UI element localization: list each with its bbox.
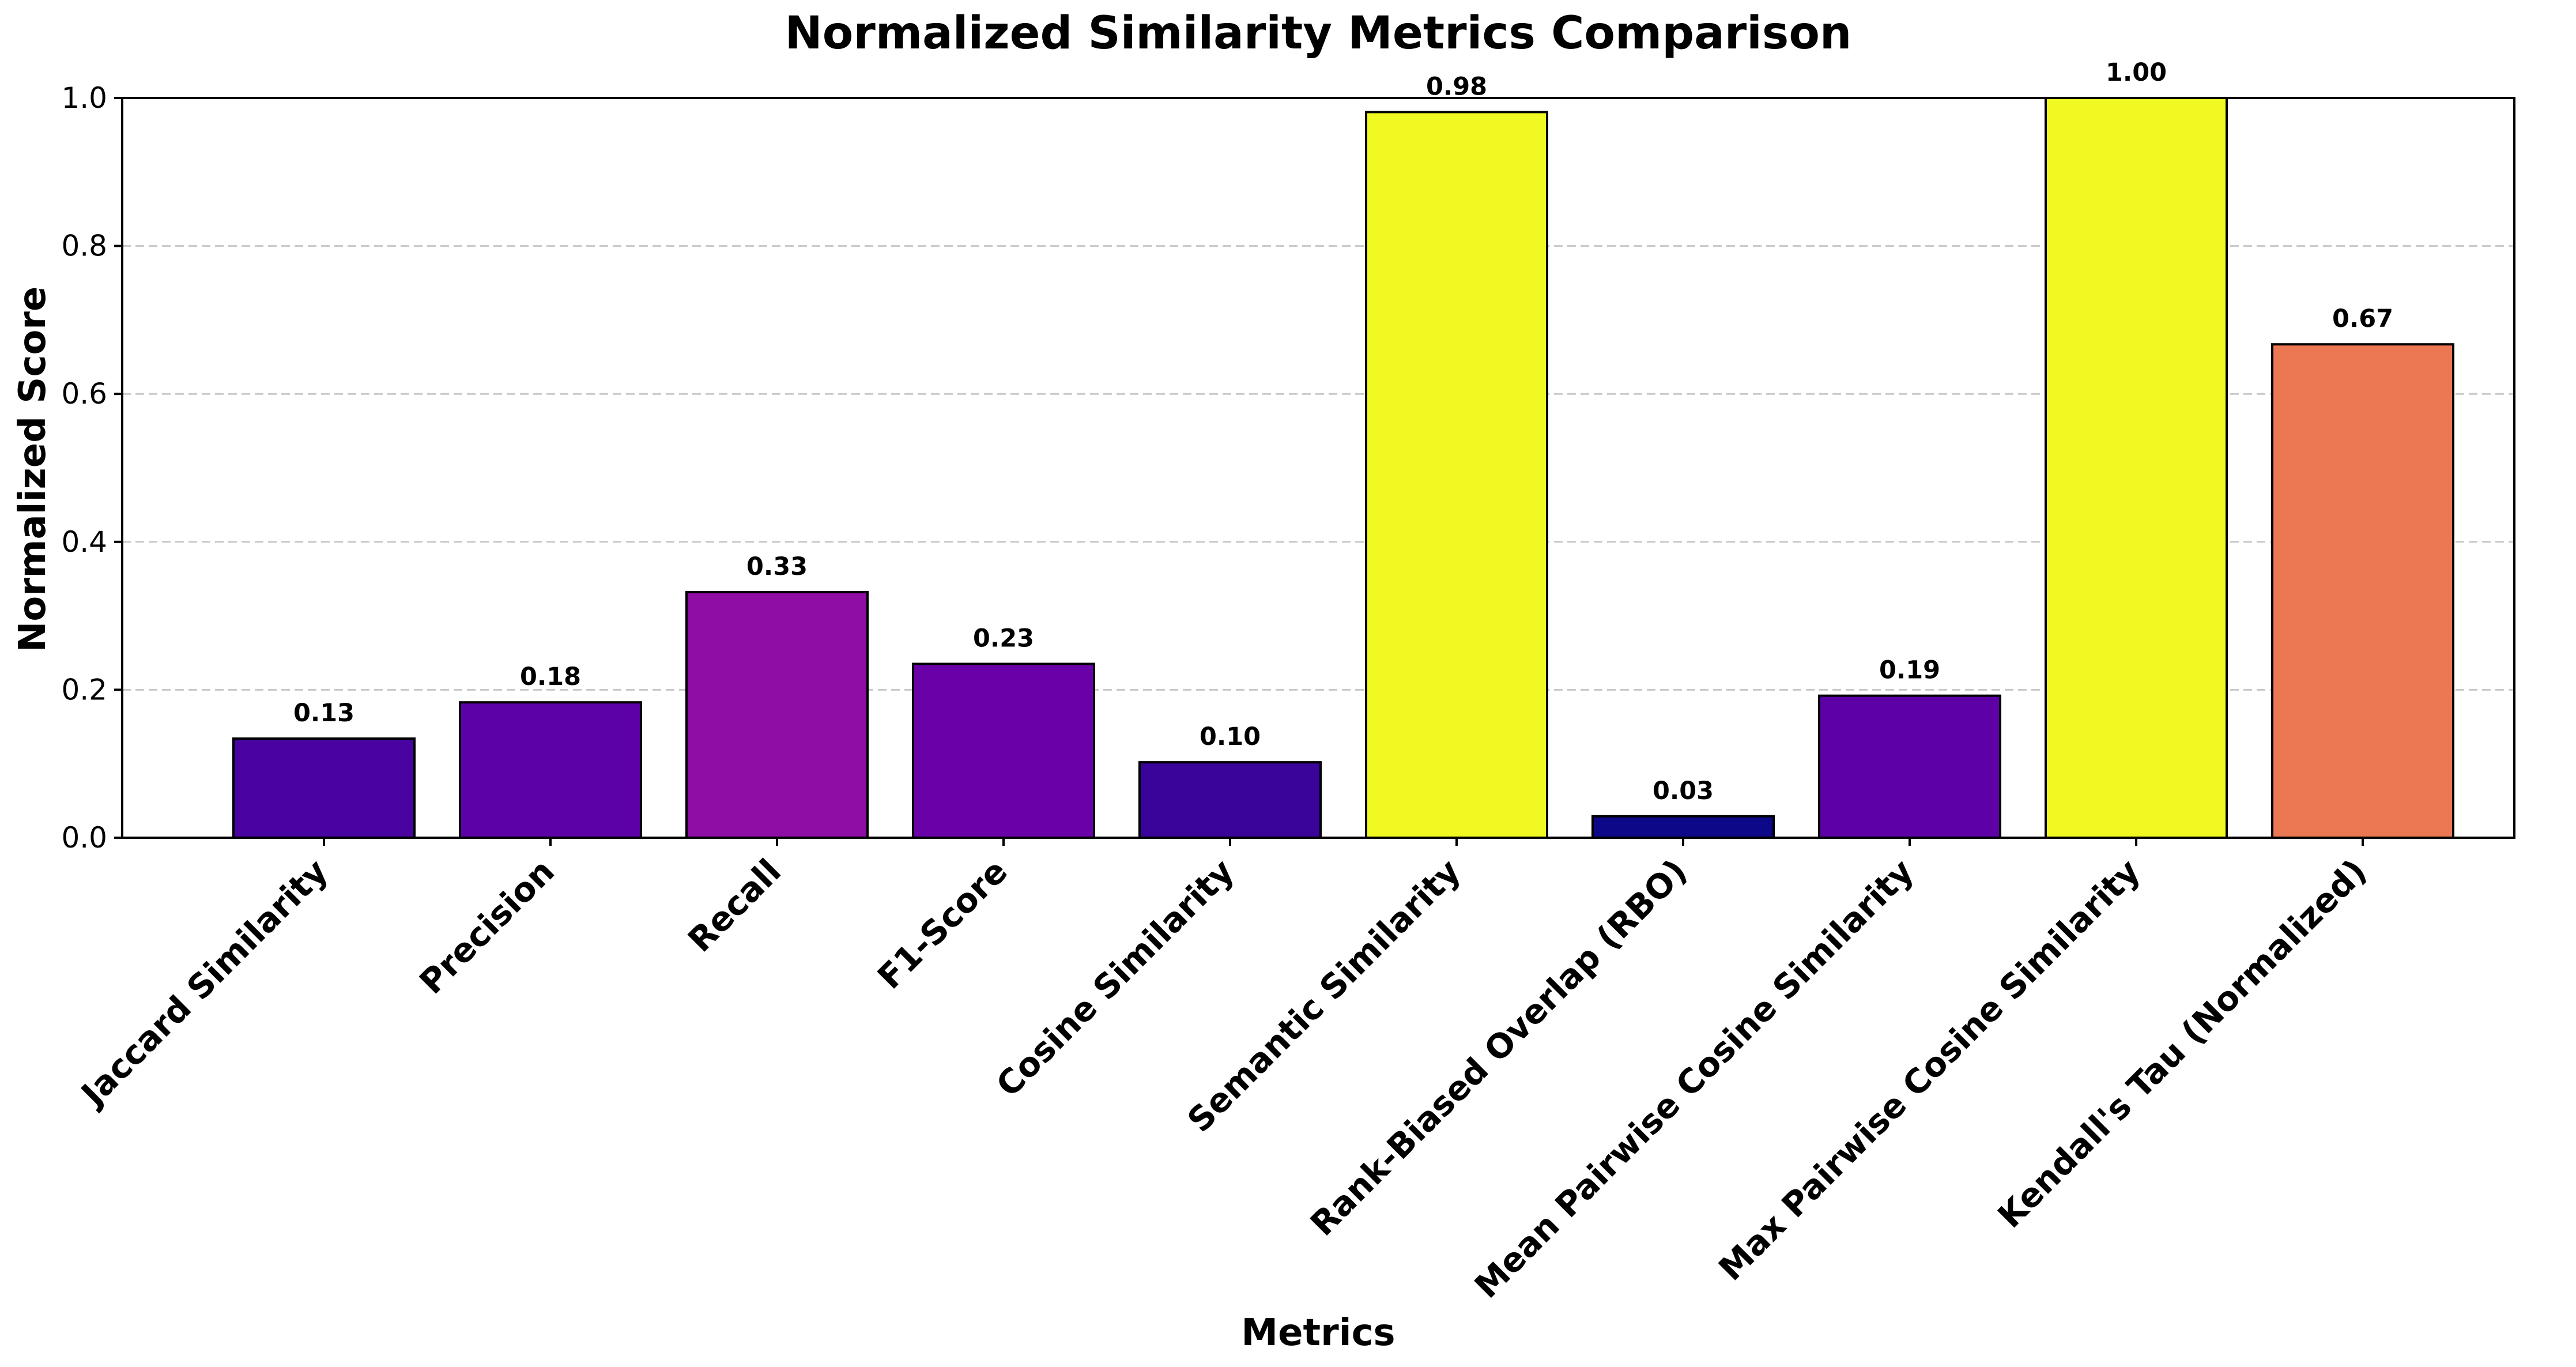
bar — [685, 591, 869, 839]
y-axis-ticks: 0.0 0.2 0.4 0.6 0.8 1.0 — [61, 81, 122, 854]
bar — [2271, 343, 2454, 839]
y-tick-label: 0.0 — [61, 821, 107, 854]
bar-value-label: 0.19 — [1879, 656, 1940, 685]
bar-value-label: 0.03 — [1653, 777, 1714, 805]
bar — [1818, 694, 2001, 839]
bar — [1591, 815, 1775, 839]
value-labels: 0.13 0.18 0.33 0.23 0.10 0.98 0.03 0.19 1.00 0.67 — [293, 58, 2393, 805]
x-tick-label: Mean Pairwise Cosine Similarity — [1467, 852, 1921, 1306]
bar-value-label: 0.13 — [293, 699, 354, 728]
bar-value-label: 0.23 — [973, 624, 1034, 653]
bar — [459, 701, 642, 839]
x-axis-label: Metrics — [1241, 1312, 1395, 1354]
y-tick-label: 0.4 — [61, 525, 107, 559]
x-tick-label: Jaccard Similarity — [72, 852, 335, 1115]
bar — [232, 737, 416, 839]
y-tick-label: 0.2 — [61, 673, 107, 706]
bar-value-label: 0.10 — [1200, 722, 1261, 751]
y-tick-label: 0.6 — [61, 377, 107, 411]
x-tick-label: Precision — [412, 852, 561, 1001]
x-tick-label: Cosine Similarity — [989, 852, 1242, 1105]
y-axis-label: Normalized Score — [12, 287, 54, 653]
x-axis-ticks: Jaccard Similarity Precision Recall F1-Scor… — [72, 838, 2374, 1306]
x-tick-label: Kendall's Tau (Normalized) — [1990, 852, 2374, 1236]
x-tick-label: Max Pairwise Cosine Similarity — [1711, 852, 2147, 1288]
bar-value-label: 0.98 — [1426, 72, 1487, 101]
x-tick-label: F1-Score — [870, 852, 1015, 997]
bar — [1365, 111, 1548, 839]
bar-value-label: 1.00 — [2106, 58, 2167, 87]
bar — [912, 662, 1095, 839]
chart-title: Normalized Similarity Metrics Comparison — [785, 7, 1852, 59]
bar — [2045, 97, 2228, 839]
plot-frame — [121, 97, 2515, 839]
x-tick-label: Rank-Biased Overlap (RBO) — [1303, 852, 1695, 1244]
bar-value-label: 0.33 — [746, 552, 808, 581]
bar — [1138, 761, 1322, 839]
bar-value-label: 0.18 — [520, 662, 581, 691]
bar-value-label: 0.67 — [2332, 304, 2393, 333]
y-tick-label: 1.0 — [61, 81, 107, 115]
x-tick-label: Recall — [680, 852, 789, 960]
y-tick-label: 0.8 — [61, 229, 107, 263]
bars — [232, 97, 2454, 839]
